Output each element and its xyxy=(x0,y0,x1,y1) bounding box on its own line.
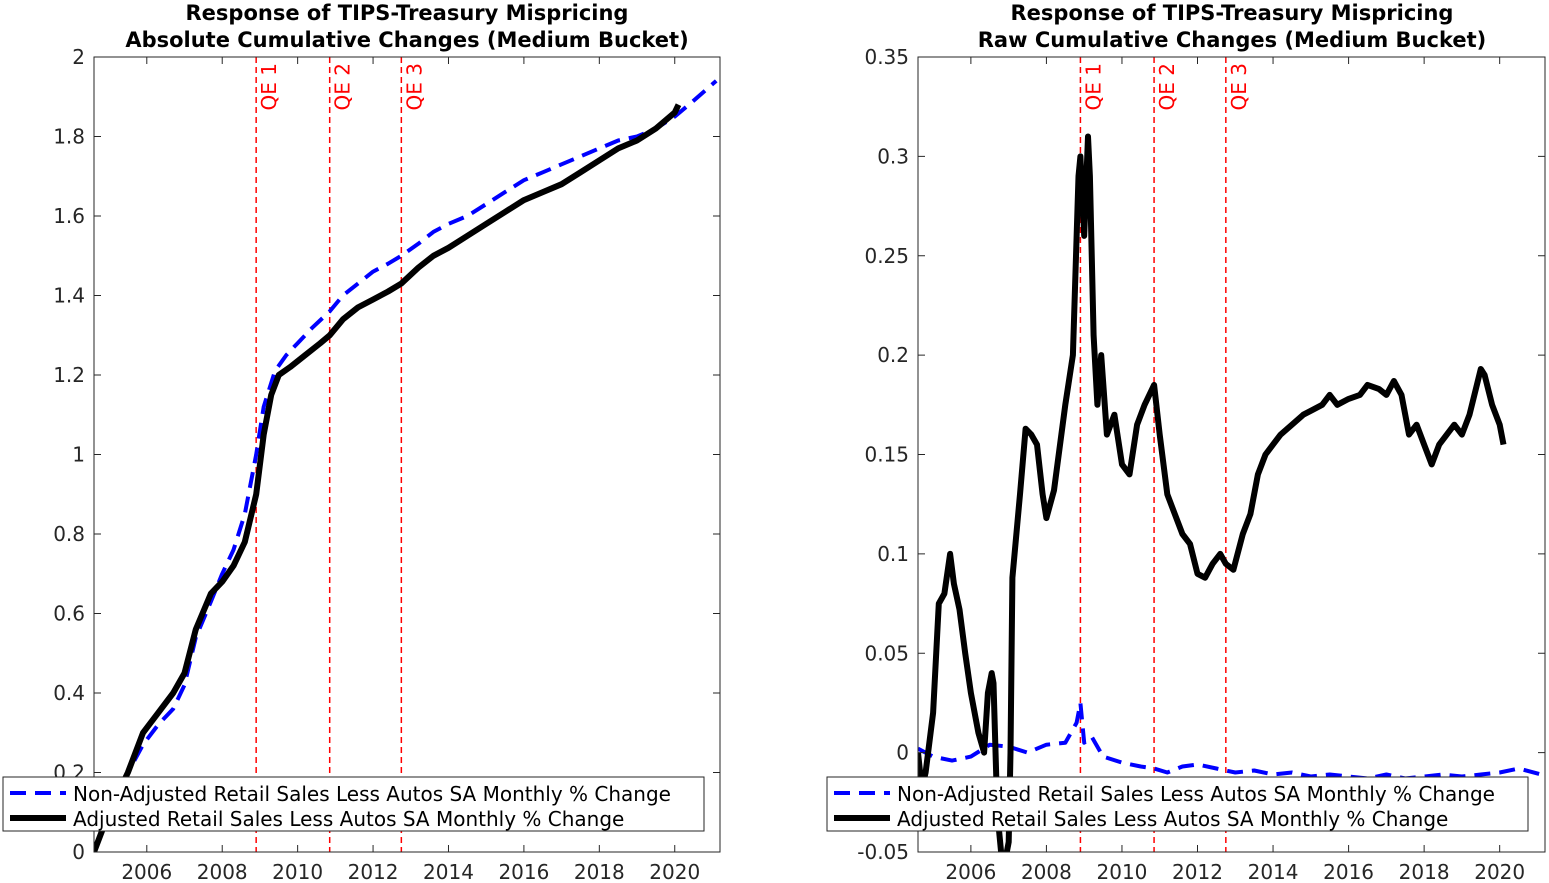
y-tick-label: 0.05 xyxy=(864,641,909,665)
series-layer xyxy=(94,79,718,852)
event-label-qe2: QE 2 xyxy=(1155,63,1179,110)
x-tick-label: 2014 xyxy=(1248,860,1299,883)
legend-label-non-adjusted: Non-Adjusted Retail Sales Less Autos SA … xyxy=(73,782,671,806)
y-tick-label: 0.15 xyxy=(864,443,909,467)
y-tick-label: 0.2 xyxy=(877,343,909,367)
y-tick-label: 1.8 xyxy=(53,125,85,149)
event-label-qe3: QE 3 xyxy=(1227,63,1251,110)
chart-subtitle: Absolute Cumulative Changes (Medium Buck… xyxy=(125,28,688,52)
y-tick-label: 0.6 xyxy=(53,602,85,626)
y-tick-label: -0.05 xyxy=(857,840,909,864)
x-tick-label: 2020 xyxy=(649,860,700,883)
x-tick-label: 2016 xyxy=(498,860,549,883)
event-label-qe1: QE 1 xyxy=(257,63,281,110)
y-tick-label: 1.6 xyxy=(53,204,85,228)
series-layer xyxy=(918,133,1542,852)
series-line-adjusted xyxy=(918,133,1507,852)
x-tick-label: 2018 xyxy=(574,860,625,883)
x-tick-label: 2014 xyxy=(423,860,474,883)
x-axis: 2006 2008 2010 2012 2014 2016 2018 2020 xyxy=(121,57,700,883)
y-tick-label: 0.1 xyxy=(877,542,909,566)
event-lines: QE 1 QE 2 QE 3 xyxy=(255,57,426,852)
legend-label-adjusted: Adjusted Retail Sales Less Autos SA Mont… xyxy=(73,807,624,831)
y-tick-label: 1 xyxy=(72,443,85,467)
legend: Non-Adjusted Retail Sales Less Autos SA … xyxy=(826,776,1529,832)
x-tick-label: 2018 xyxy=(1399,860,1450,883)
legend-box xyxy=(826,776,1529,832)
x-tick-label: 2010 xyxy=(272,860,323,883)
y-tick-label: 0.25 xyxy=(864,244,909,268)
x-tick-label: 2010 xyxy=(1097,860,1148,883)
y-tick-label: 1.4 xyxy=(53,284,85,308)
y-axis: -0.05 0 0.05 0.1 0.15 0.2 0.25 0.3 0.35 xyxy=(857,45,1545,864)
chart-subtitle: Raw Cumulative Changes (Medium Bucket) xyxy=(978,28,1486,52)
series-line-non-adjusted xyxy=(94,79,718,852)
x-tick-label: 2016 xyxy=(1323,860,1374,883)
x-axis: 2006 2008 2010 2012 2014 2016 2018 2020 xyxy=(945,57,1525,883)
y-tick-label: 0.35 xyxy=(864,45,909,69)
legend-label-adjusted: Adjusted Retail Sales Less Autos SA Mont… xyxy=(897,807,1448,831)
y-tick-label: 1.2 xyxy=(53,363,85,387)
axes-frame xyxy=(93,56,721,853)
chart-title: Response of TIPS-Treasury Mispricing xyxy=(1011,1,1454,25)
x-tick-label: 2006 xyxy=(121,860,172,883)
x-tick-label: 2020 xyxy=(1474,860,1525,883)
chart-title: Response of TIPS-Treasury Mispricing xyxy=(186,1,629,25)
x-tick-label: 2012 xyxy=(1172,860,1223,883)
y-tick-label: 0 xyxy=(896,741,909,765)
y-tick-label: 0.4 xyxy=(53,681,85,705)
event-label-qe3: QE 3 xyxy=(402,63,426,110)
event-label-qe2: QE 2 xyxy=(331,63,355,110)
y-tick-label: 0 xyxy=(72,840,85,864)
legend-label-non-adjusted: Non-Adjusted Retail Sales Less Autos SA … xyxy=(897,782,1495,806)
legend-box xyxy=(2,776,705,832)
series-line-adjusted xyxy=(94,103,682,852)
right-chart-panel: Response of TIPS-Treasury Mispricing Raw… xyxy=(826,1,1546,883)
y-tick-label: 2 xyxy=(72,45,85,69)
event-lines: QE 1 QE 2 QE 3 xyxy=(1079,57,1251,852)
x-tick-label: 2008 xyxy=(1021,860,1072,883)
x-tick-label: 2008 xyxy=(197,860,248,883)
y-axis: 00.20.40.60.811.21.41.61.82 xyxy=(53,45,720,864)
event-label-qe1: QE 1 xyxy=(1081,63,1105,110)
left-chart-panel: Response of TIPS-Treasury Mispricing Abs… xyxy=(2,1,721,883)
y-tick-label: 0.8 xyxy=(53,522,85,546)
x-tick-label: 2012 xyxy=(348,860,399,883)
series-line-non-adjusted xyxy=(918,700,1542,781)
x-tick-label: 2006 xyxy=(945,860,996,883)
legend: Non-Adjusted Retail Sales Less Autos SA … xyxy=(2,776,705,832)
y-tick-label: 0.3 xyxy=(877,144,909,168)
